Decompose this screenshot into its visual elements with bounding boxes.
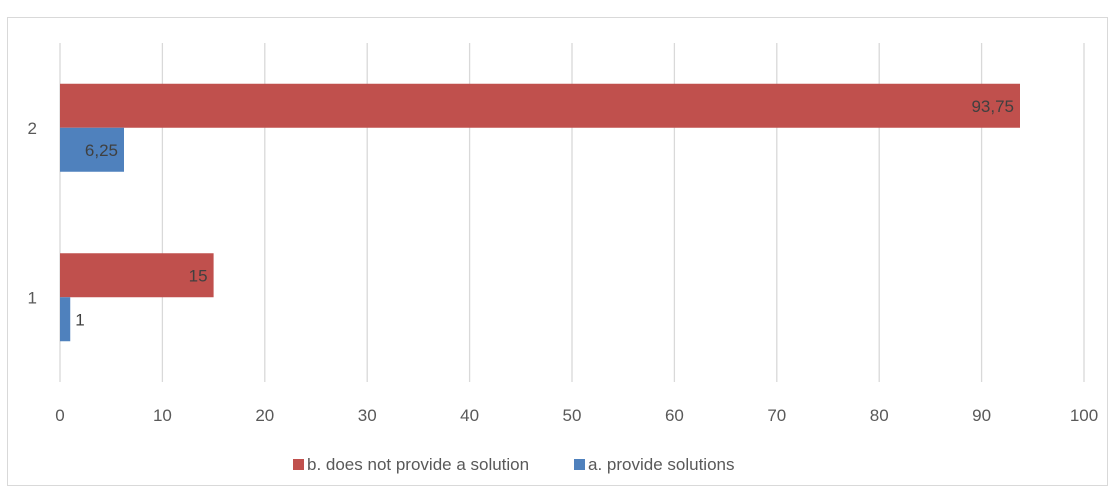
x-tick-label: 40	[460, 406, 479, 425]
bar	[60, 253, 214, 298]
x-tick-label: 70	[767, 406, 786, 425]
bars	[60, 83, 1020, 342]
x-axis-ticks: 0 10 20 30 40 50 60 70 80 90 100	[55, 406, 1098, 425]
x-tick-label: 50	[563, 406, 582, 425]
legend-swatch	[293, 459, 304, 470]
x-tick-label: 20	[255, 406, 274, 425]
x-tick-label: 10	[153, 406, 172, 425]
data-label: 6,25	[85, 141, 118, 160]
x-tick-label: 0	[55, 406, 64, 425]
legend-label: a. provide solutions	[588, 455, 734, 474]
data-label: 93,75	[971, 97, 1014, 116]
x-tick-label: 80	[870, 406, 889, 425]
bar	[60, 127, 124, 172]
x-tick-label: 60	[665, 406, 684, 425]
data-label: 15	[189, 266, 208, 285]
data-labels: 15 1 93,75 6,25	[75, 97, 1014, 330]
y-axis-ticks: 12	[28, 119, 37, 308]
x-tick-label: 30	[358, 406, 377, 425]
bar	[60, 297, 71, 342]
legend-swatch	[574, 459, 585, 470]
y-tick-label: 1	[28, 288, 37, 307]
data-label: 1	[75, 310, 84, 329]
x-tick-label: 90	[972, 406, 991, 425]
y-tick-label: 2	[28, 119, 37, 138]
bar	[60, 83, 1020, 128]
legend-label: b. does not provide a solution	[307, 455, 529, 474]
legend: b. does not provide a solution a. provide…	[293, 455, 734, 474]
x-tick-label: 100	[1070, 406, 1098, 425]
